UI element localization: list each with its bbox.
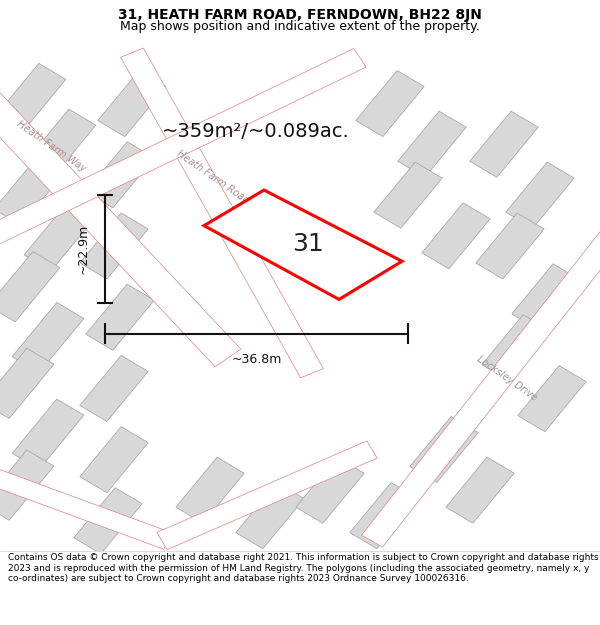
Text: Map shows position and indicative extent of the property.: Map shows position and indicative extent… — [120, 20, 480, 33]
Polygon shape — [446, 457, 514, 523]
Polygon shape — [0, 467, 172, 549]
Polygon shape — [476, 213, 544, 279]
Polygon shape — [0, 63, 66, 134]
Polygon shape — [176, 457, 244, 523]
Polygon shape — [0, 348, 54, 419]
Polygon shape — [12, 302, 84, 372]
Polygon shape — [121, 48, 323, 378]
Polygon shape — [512, 264, 580, 330]
Polygon shape — [12, 399, 84, 469]
Text: Heath Farm Way: Heath Farm Way — [15, 119, 87, 174]
Polygon shape — [0, 155, 66, 225]
Text: ~36.8m: ~36.8m — [232, 353, 281, 366]
Polygon shape — [74, 488, 142, 554]
Polygon shape — [374, 162, 442, 228]
Text: Heath Farm Road: Heath Farm Road — [175, 149, 251, 206]
Polygon shape — [0, 252, 60, 322]
Text: ~359m²/~0.089ac.: ~359m²/~0.089ac. — [162, 122, 350, 141]
Polygon shape — [518, 366, 586, 432]
Polygon shape — [0, 74, 241, 367]
Polygon shape — [157, 441, 377, 549]
Polygon shape — [350, 482, 418, 549]
Polygon shape — [422, 202, 490, 269]
Polygon shape — [86, 284, 154, 350]
Polygon shape — [24, 109, 96, 179]
Polygon shape — [80, 213, 148, 279]
Polygon shape — [0, 450, 54, 520]
Polygon shape — [410, 416, 478, 482]
Polygon shape — [86, 142, 154, 208]
Polygon shape — [80, 356, 148, 421]
Polygon shape — [0, 49, 366, 255]
Text: 31: 31 — [292, 232, 324, 256]
Polygon shape — [80, 427, 148, 493]
Text: Contains OS data © Crown copyright and database right 2021. This information is : Contains OS data © Crown copyright and d… — [8, 554, 598, 583]
Text: Locksley Drive: Locksley Drive — [475, 354, 539, 402]
Polygon shape — [362, 230, 600, 547]
Polygon shape — [296, 457, 364, 523]
Polygon shape — [398, 111, 466, 178]
Polygon shape — [506, 162, 574, 228]
Polygon shape — [482, 315, 550, 381]
Polygon shape — [24, 201, 96, 271]
Polygon shape — [98, 71, 166, 137]
Text: ~22.9m: ~22.9m — [77, 224, 90, 274]
Polygon shape — [236, 482, 304, 549]
Polygon shape — [204, 190, 402, 299]
Polygon shape — [356, 71, 424, 137]
Text: 31, HEATH FARM ROAD, FERNDOWN, BH22 8JN: 31, HEATH FARM ROAD, FERNDOWN, BH22 8JN — [118, 9, 482, 22]
Polygon shape — [470, 111, 538, 178]
